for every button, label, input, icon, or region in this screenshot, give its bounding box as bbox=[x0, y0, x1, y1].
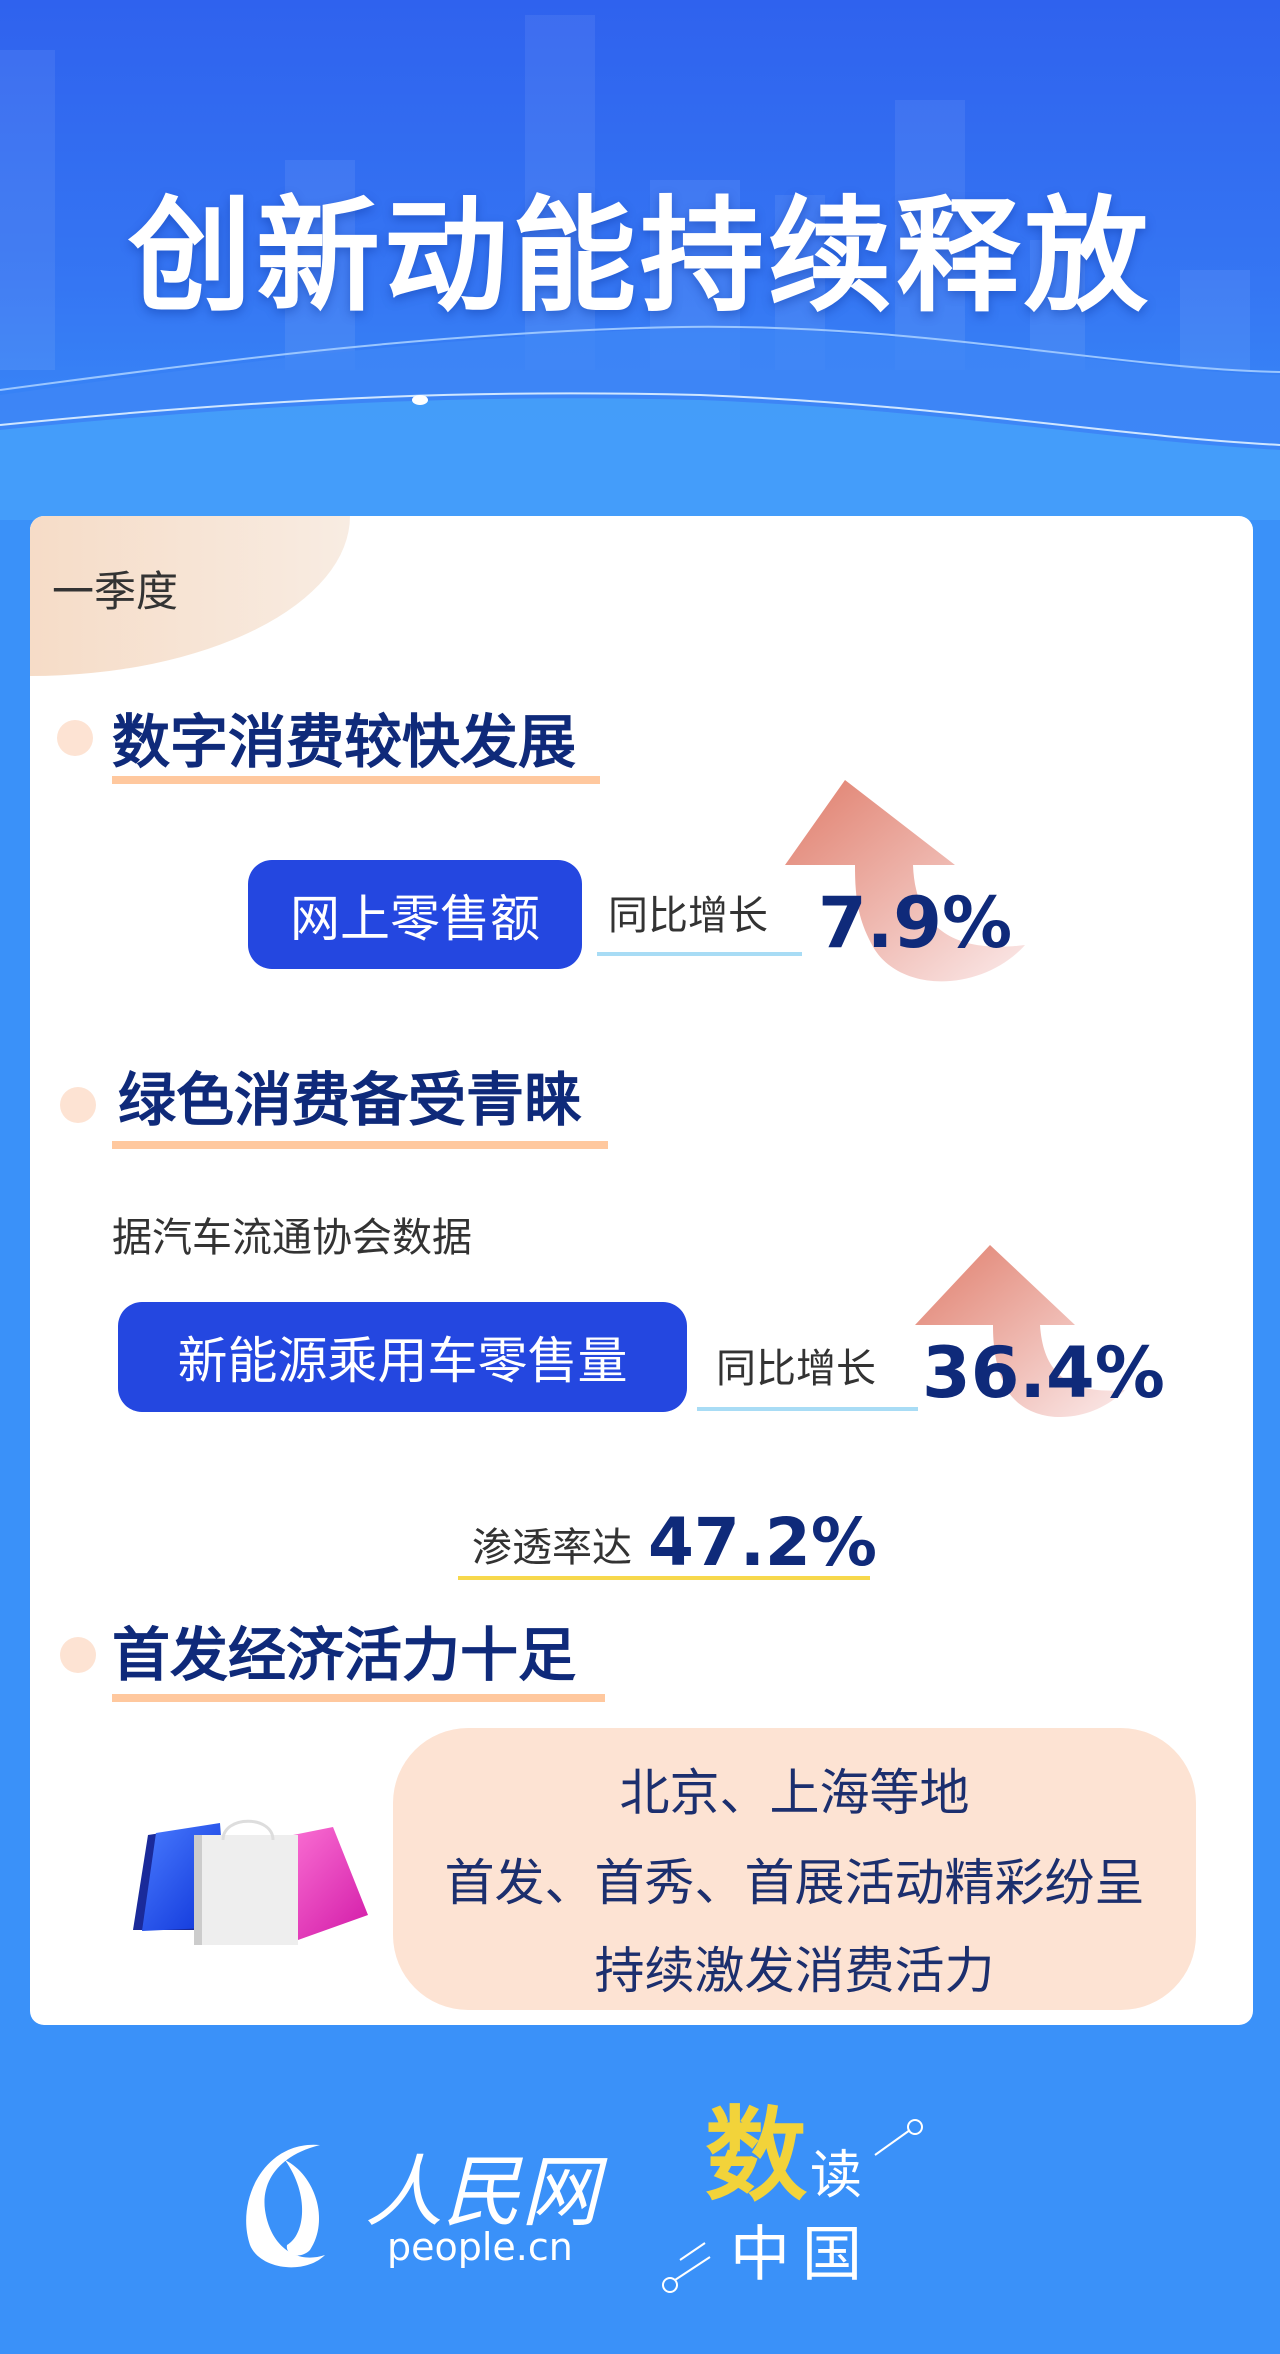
label-underline bbox=[697, 1407, 918, 1411]
section-title: 绿色消费备受青睐 bbox=[118, 1066, 583, 1134]
bullet-dot bbox=[57, 720, 93, 756]
up-arrow-icon bbox=[785, 780, 1025, 982]
wave-decoration bbox=[0, 325, 1280, 520]
title-underline bbox=[112, 1141, 608, 1149]
data-source: 据汽车流通协会数据 bbox=[112, 1215, 472, 1261]
brand-text: 中国 bbox=[730, 2220, 874, 2290]
highlight-line: 持续激发消费活力 bbox=[594, 1942, 995, 2000]
highlight-box: 北京、上海等地 首发、首秀、首展活动精彩纷呈 持续激发消费活力 bbox=[393, 1728, 1196, 2010]
title-underline bbox=[112, 776, 600, 784]
penetration-label: 渗透率达 bbox=[472, 1525, 632, 1571]
penetration-underline bbox=[458, 1576, 870, 1580]
bullet-dot bbox=[60, 1087, 96, 1123]
label-underline bbox=[597, 952, 802, 956]
logo-domain: people.cn bbox=[387, 2225, 573, 2269]
section-title: 数字消费较快发展 bbox=[112, 708, 577, 776]
growth-label: 同比增长 bbox=[608, 893, 768, 939]
up-arrow-icon bbox=[915, 1245, 1125, 1418]
logo-text: 人民网 bbox=[365, 2148, 600, 2238]
penetration-value: 47.2% bbox=[648, 1504, 877, 1581]
brand-text: 读 bbox=[810, 2146, 863, 2206]
shopping-bags-icon bbox=[133, 1819, 368, 1945]
growth-label: 同比增长 bbox=[716, 1346, 876, 1392]
brand-highlight: 数 bbox=[705, 2096, 807, 2216]
content-card: 一季度 数字消费较快发展 网上零售额 同比增长 7.9% 绿色消费备受青睐 据汽… bbox=[30, 516, 1253, 2025]
growth-value: 36.4% bbox=[922, 1332, 1165, 1414]
section-title: 首发经济活力十足 bbox=[112, 1621, 577, 1689]
bullet-dot bbox=[60, 1637, 96, 1673]
metric-badge: 网上零售额 bbox=[248, 860, 582, 969]
highlight-line: 北京、上海等地 bbox=[619, 1764, 970, 1822]
metric-badge: 新能源乘用车零售量 bbox=[118, 1302, 687, 1412]
header-banner: 创新动能持续释放 bbox=[0, 0, 1280, 520]
people-logo: 人民网 people.cn bbox=[225, 2130, 605, 2280]
highlight-line: 首发、首秀、首展活动精彩纷呈 bbox=[444, 1854, 1145, 1912]
period-label: 一季度 bbox=[52, 567, 179, 616]
growth-value: 7.9% bbox=[818, 882, 1013, 964]
people-logo-icon bbox=[246, 2144, 325, 2268]
title-underline bbox=[112, 1694, 605, 1702]
connector-lines-icon bbox=[662, 2119, 923, 2293]
page-title: 创新动能持续释放 bbox=[127, 185, 1152, 329]
shudu-zhongguo-logo: 数 读 中国 bbox=[660, 2105, 940, 2305]
